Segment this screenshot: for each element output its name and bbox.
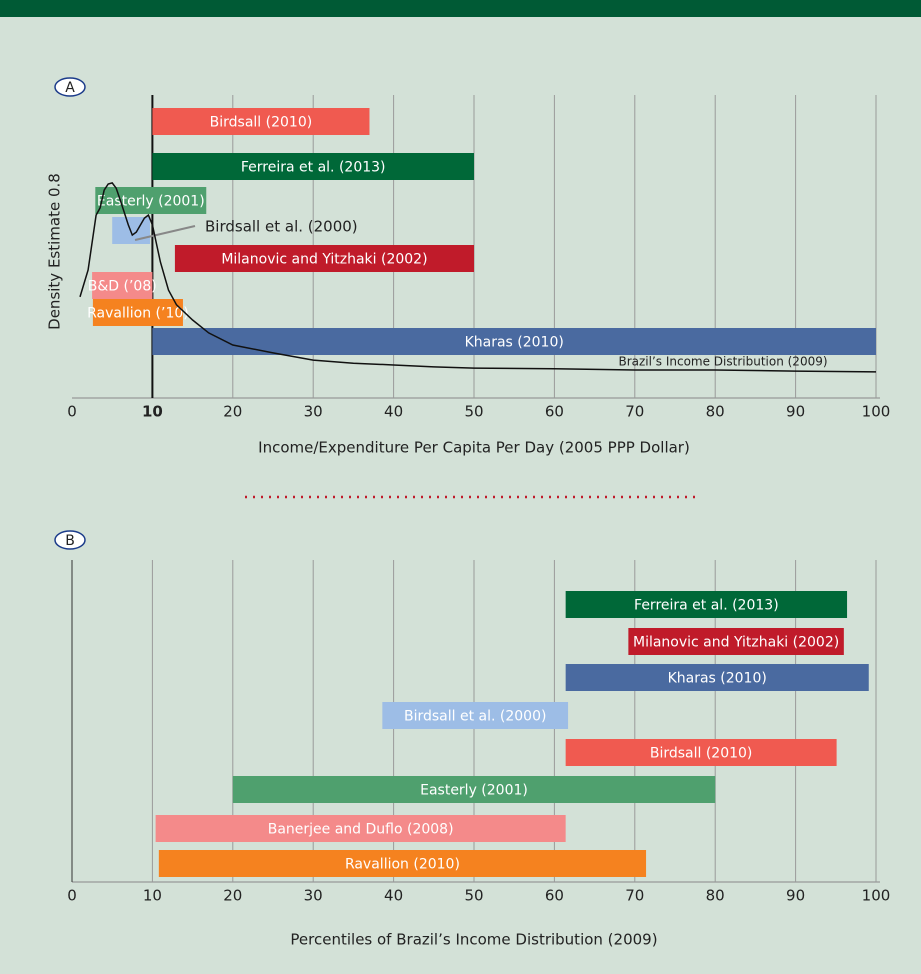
panel-badge <box>54 77 86 97</box>
x-axis-label: Percentiles of Brazil’s Income Distribut… <box>290 931 657 949</box>
density-curve <box>79 182 877 373</box>
x-tick-label: 100 <box>862 403 891 421</box>
bar-label: Birdsall (2010) <box>650 746 753 762</box>
x-tick-label: 50 <box>464 887 483 905</box>
range-bar <box>152 328 876 355</box>
range-bar <box>565 591 848 618</box>
x-tick-label: 10 <box>143 887 162 905</box>
panel-label: B <box>65 533 75 549</box>
x-tick-label: 60 <box>545 403 564 421</box>
x-tick-label: 0 <box>67 403 77 421</box>
x-tick-label: 70 <box>625 403 644 421</box>
bar-label: Ravallion (2010) <box>345 857 460 873</box>
x-tick-label: 10 <box>142 403 163 421</box>
range-bar <box>155 815 566 842</box>
bar-label: Birdsall et al. (2000) <box>404 709 546 725</box>
bar-label: Easterly (2001) <box>97 194 205 210</box>
x-tick-label: 80 <box>706 403 725 421</box>
x-axis-label: Income/Expenditure Per Capita Per Day (2… <box>258 439 690 457</box>
bar-label: Birdsall (2010) <box>210 115 313 131</box>
x-tick-label: 70 <box>625 887 644 905</box>
bar-label: Easterly (2001) <box>420 783 528 799</box>
range-bar <box>95 187 207 214</box>
bar-label: Kharas (2010) <box>465 335 564 351</box>
x-tick-label: 0 <box>67 887 77 905</box>
callout-line <box>134 225 196 241</box>
range-bar <box>628 628 844 655</box>
bar-label: Milanovic and Yitzhaki (2002) <box>221 252 427 268</box>
bar-label: Ravallion (’10) <box>87 306 189 322</box>
x-tick-label: 90 <box>786 887 805 905</box>
bar-label: Ferreira et al. (2013) <box>634 598 779 614</box>
bar-label: Birdsall et al. (2000) <box>205 218 358 236</box>
x-tick-label: 30 <box>304 887 323 905</box>
bar-label: Ferreira et al. (2013) <box>241 160 386 176</box>
x-tick-label: 50 <box>464 403 483 421</box>
range-bar <box>152 108 370 135</box>
range-bar <box>174 245 475 272</box>
range-bar <box>92 272 153 299</box>
range-bar <box>158 850 647 877</box>
bar-label: Milanovic and Yitzhaki (2002) <box>633 635 839 651</box>
bar-label: Banerjee and Duflo (2008) <box>268 822 454 838</box>
x-tick-label: 60 <box>545 887 564 905</box>
y-axis-label: Density Estimate 0.8 <box>46 173 64 330</box>
x-tick-label: 90 <box>786 403 805 421</box>
range-bar <box>152 153 474 180</box>
bar-label: Kharas (2010) <box>668 671 767 687</box>
x-tick-label: 40 <box>384 403 403 421</box>
top-band <box>0 0 921 17</box>
panel-badge <box>54 530 86 550</box>
range-bar <box>92 299 183 326</box>
x-tick-label: 80 <box>706 887 725 905</box>
range-bar <box>232 776 716 803</box>
curve-label: Brazil’s Income Distribution (2009) <box>618 355 827 369</box>
x-tick-label: 30 <box>304 403 323 421</box>
bar-label: B&D (’08) <box>88 279 157 295</box>
range-bar <box>565 664 869 691</box>
x-tick-label: 20 <box>223 887 242 905</box>
x-tick-label: 100 <box>862 887 891 905</box>
x-tick-label: 20 <box>223 403 242 421</box>
panel-label: A <box>65 80 75 96</box>
x-tick-label: 40 <box>384 887 403 905</box>
range-bar <box>382 702 569 729</box>
range-bar <box>565 739 837 766</box>
